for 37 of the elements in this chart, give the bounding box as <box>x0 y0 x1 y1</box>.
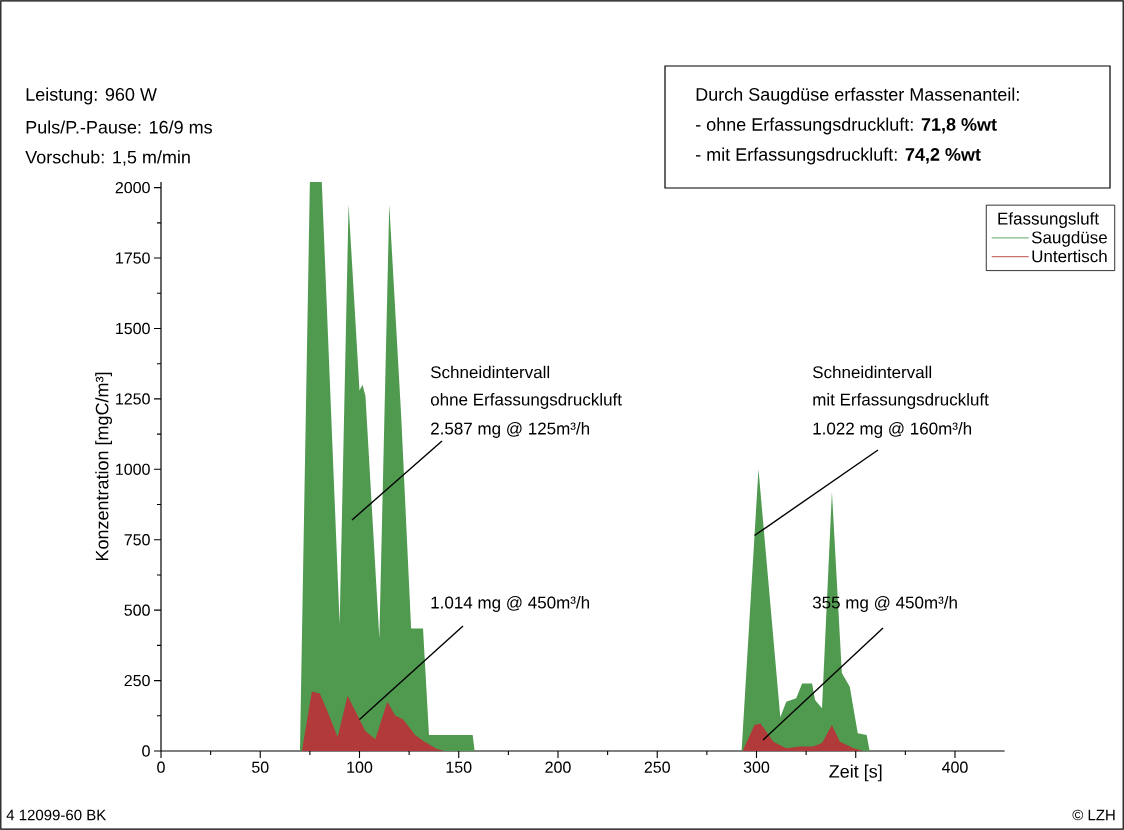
annotation: Schneidintervall <box>430 365 550 379</box>
text: 4 12099-60 BK <box>6 809 107 821</box>
annotation: mit Erfassungsdruckluft <box>813 393 989 409</box>
legend-label: Untertisch <box>1032 249 1107 263</box>
x-tick-label: 50 <box>251 761 269 773</box>
x-tick-label: 100 <box>347 761 373 773</box>
text: - mit Erfassungsdruckluft: 74,2 %wt <box>696 147 981 165</box>
text: Puls/P.-Pause: 16/9 ms <box>26 120 212 134</box>
y-tick-label: 0 <box>142 745 150 757</box>
y-tick-label: 1000 <box>116 463 150 475</box>
x-tick-label: 0 <box>157 761 165 773</box>
annotation: 1.014 mg @ 450m³/h <box>431 596 590 612</box>
text: Leistung: 960 W <box>26 87 157 105</box>
x-axis-title: Zeit [s] <box>829 764 882 782</box>
text: © LZH <box>1072 809 1115 821</box>
legend-label: Saugdüse <box>1031 230 1107 247</box>
x-tick-label: 250 <box>644 761 670 773</box>
y-tick-label: 250 <box>124 674 150 687</box>
annotation: 2.587 mg @ 125m³/h <box>431 422 590 438</box>
x-tick-label: 400 <box>942 761 968 773</box>
x-tick-label: 150 <box>446 761 472 773</box>
y-tick-label: 1500 <box>116 322 150 335</box>
annotation: 1.022 mg @ 160m³/h <box>813 422 972 438</box>
y-axis-title: Konzentration [mgC/m³] <box>95 372 113 561</box>
annotation: Schneidintervall <box>812 365 932 379</box>
annotation: ohne Erfassungsdruckluft <box>430 393 622 409</box>
text: - ohne Erfassungsdruckluft: 71,8 %wt <box>696 117 997 135</box>
x-tick-label: 300 <box>743 761 770 773</box>
legend-title: Efassungsluft <box>998 212 1099 228</box>
y-tick-label: 2000 <box>115 181 150 194</box>
y-tick-label: 1250 <box>116 393 150 405</box>
y-tick-label: 1750 <box>116 252 150 264</box>
text: Durch Saugdüse erfasster Massenanteil: <box>696 87 1019 105</box>
y-tick-label: 750 <box>124 534 150 546</box>
y-tick-label: 500 <box>124 604 150 616</box>
x-tick-label: 200 <box>545 761 571 773</box>
text: Vorschub: 1,5 m/min <box>25 150 190 166</box>
